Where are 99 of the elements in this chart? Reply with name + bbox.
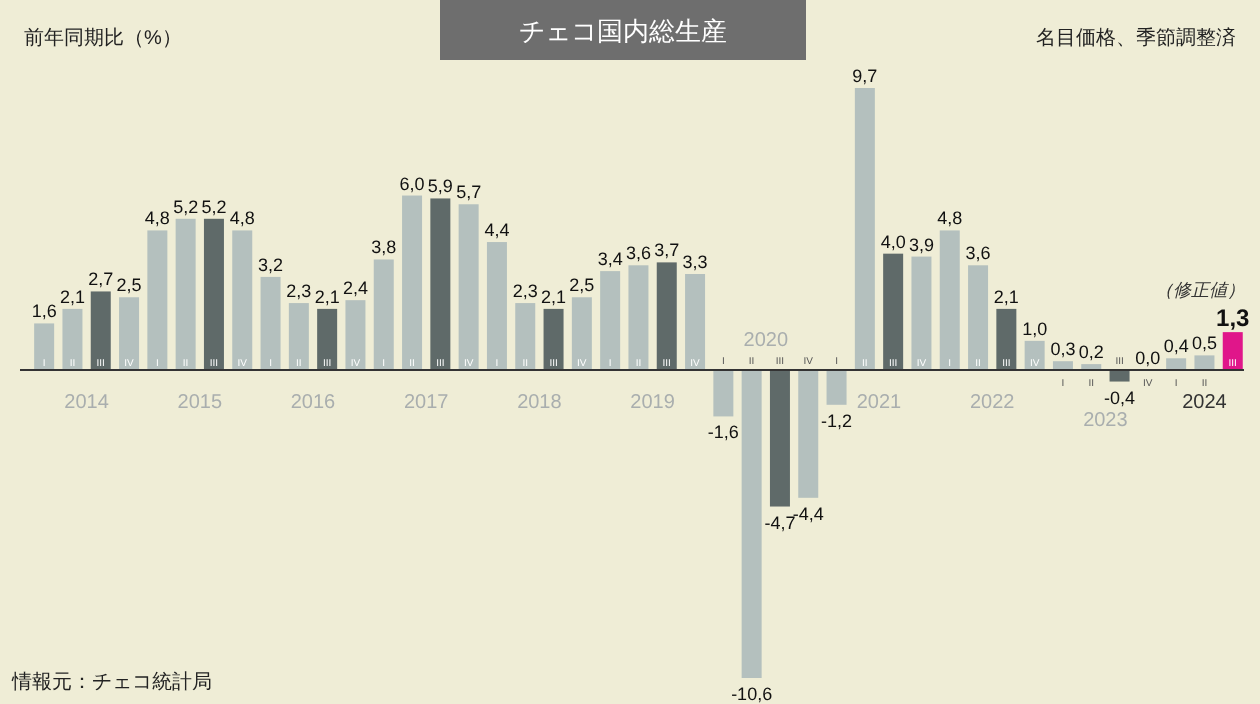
data-label: -4,7 <box>764 512 796 533</box>
bar <box>628 265 649 370</box>
data-label: 4,4 <box>484 220 510 241</box>
annotation: 情報元：チェコ統計局 <box>10 670 212 694</box>
data-label: 3,4 <box>597 249 623 270</box>
bar <box>458 204 479 370</box>
bar <box>713 369 734 417</box>
bar <box>854 88 875 370</box>
y-axis-title: 前年同期比（%） <box>24 26 182 50</box>
data-label: 3,3 <box>682 252 708 273</box>
bar <box>968 265 989 370</box>
data-label: 4,8 <box>229 208 255 229</box>
bar <box>430 198 451 370</box>
annotation: 2024 <box>1182 391 1228 414</box>
annotation: 2014 <box>64 391 110 414</box>
bar <box>62 308 83 370</box>
bar <box>798 369 819 498</box>
data-label: 4,0 <box>880 231 906 252</box>
annotation: 2022 <box>969 391 1016 414</box>
bar <box>571 297 592 370</box>
bar <box>119 297 140 370</box>
data-label: 4,8 <box>937 208 963 229</box>
data-label: -0,4 <box>1104 387 1136 408</box>
annotation: 2018 <box>517 391 563 414</box>
data-label: -1,2 <box>821 410 853 431</box>
bar <box>543 308 564 370</box>
annotation: 2017 <box>403 391 450 414</box>
bar <box>911 256 932 370</box>
annotation: 2023 <box>1083 409 1129 432</box>
data-label: 2,3 <box>286 281 312 302</box>
annotation: （修正値） <box>1154 280 1245 301</box>
bar <box>600 271 621 370</box>
data-label: 0,0 <box>1135 347 1161 368</box>
bar <box>1166 358 1187 370</box>
annotation: 2015 <box>177 391 223 414</box>
data-label: 5,2 <box>173 196 199 217</box>
data-label: 5,9 <box>427 176 453 197</box>
bar <box>1222 332 1243 370</box>
bar <box>939 230 960 370</box>
data-label: 2,1 <box>59 286 85 307</box>
bar <box>288 303 309 370</box>
data-label: 0,5 <box>1191 333 1217 354</box>
bar <box>656 262 677 370</box>
data-label: 0,3 <box>1050 339 1076 360</box>
data-label: -4,4 <box>792 503 824 524</box>
bar <box>996 308 1017 370</box>
bar <box>402 195 423 370</box>
data-label: 3,7 <box>654 240 680 261</box>
data-label: 1,3 <box>1216 304 1251 333</box>
data-label: 6,0 <box>399 173 425 194</box>
bar <box>1194 355 1215 370</box>
data-label: 4,8 <box>144 208 170 229</box>
data-label: 3,8 <box>371 237 397 258</box>
data-label: 1,6 <box>31 301 57 322</box>
data-label: 5,2 <box>201 196 227 217</box>
bar <box>147 230 168 370</box>
bar <box>486 242 507 370</box>
annotation: 2016 <box>290 391 337 414</box>
bar <box>232 230 253 370</box>
annotation: 2020 <box>743 329 789 352</box>
data-label: 9,7 <box>852 66 878 86</box>
bar <box>741 369 762 678</box>
data-label: 1,0 <box>1022 318 1048 339</box>
data-label: 2,3 <box>512 281 538 302</box>
data-label: 2,5 <box>116 275 142 296</box>
annotation: 2021 <box>856 391 903 414</box>
data-label: 2,1 <box>314 286 340 307</box>
data-label: 2,1 <box>541 286 567 307</box>
chart-title: チェコ国内総生産 <box>519 16 727 46</box>
bar <box>826 369 847 405</box>
data-label: 5,7 <box>456 182 482 203</box>
data-label: 2,5 <box>569 275 595 296</box>
data-label: 3,6 <box>965 243 991 264</box>
bar <box>203 218 224 370</box>
bar <box>34 323 55 370</box>
data-label: 3,6 <box>625 243 651 264</box>
bar <box>260 276 281 370</box>
bar <box>685 274 706 370</box>
bar <box>317 308 338 370</box>
data-label: 3,9 <box>908 234 934 255</box>
bar <box>175 218 196 370</box>
data-label: 0,4 <box>1163 336 1189 357</box>
annotation: 2019 <box>630 391 676 414</box>
chart-subtitle: 名目価格、季節調整済 <box>1036 26 1236 50</box>
bar <box>515 303 536 370</box>
bar <box>1109 369 1130 382</box>
data-label: 3,2 <box>258 254 284 275</box>
data-label: 2,1 <box>993 286 1019 307</box>
bar <box>769 369 790 507</box>
bar <box>90 291 111 370</box>
bar <box>883 253 904 370</box>
data-label: -10,6 <box>731 684 773 704</box>
data-label: 0,2 <box>1078 342 1104 363</box>
data-label: 2,7 <box>88 269 114 290</box>
data-label: -1,6 <box>707 422 739 443</box>
data-label: 2,4 <box>342 278 368 299</box>
bar <box>345 300 366 370</box>
bar <box>373 259 394 370</box>
bar <box>1052 361 1073 370</box>
